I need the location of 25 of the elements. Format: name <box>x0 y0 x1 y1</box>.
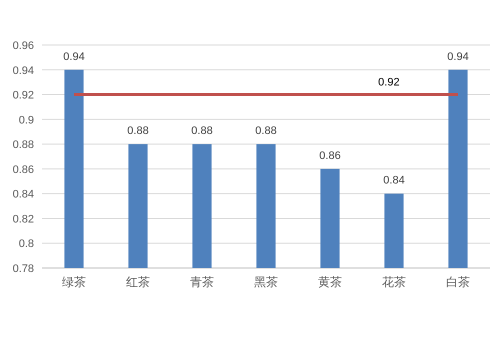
data-label: 0.88 <box>127 125 149 138</box>
data-label: 0.84 <box>383 174 405 187</box>
data-label: 0.86 <box>319 150 341 162</box>
data-label: 0.88 <box>255 125 277 138</box>
ref-line-label: 0.92 <box>378 76 400 89</box>
y-tick-label: 0.94 <box>12 64 34 77</box>
y-tick-label: 0.84 <box>12 188 34 201</box>
y-tick-label: 0.86 <box>12 164 34 176</box>
x-tick-label: 青茶 <box>190 275 214 289</box>
y-tick-label: 0.88 <box>12 139 34 152</box>
y-tick-label: 0.8 <box>18 238 34 250</box>
y-tick-label: 0.78 <box>12 263 34 275</box>
x-tick-label: 黑茶 <box>254 275 278 289</box>
y-tick-label: 0.9 <box>18 114 34 126</box>
y-tick-label: 0.92 <box>12 90 34 102</box>
y-tick-label: 0.82 <box>12 213 34 226</box>
x-tick-label: 绿茶 <box>62 275 86 289</box>
data-label: 0.88 <box>191 125 213 138</box>
y-tick-label: 0.96 <box>12 40 34 52</box>
data-label: 0.94 <box>447 50 469 63</box>
x-tick-label: 花茶 <box>382 275 406 289</box>
data-label: 0.94 <box>63 50 85 63</box>
x-tick-label: 白茶 <box>446 275 470 289</box>
x-tick-label: 黄茶 <box>318 275 342 289</box>
x-tick-label: 红茶 <box>126 275 150 289</box>
